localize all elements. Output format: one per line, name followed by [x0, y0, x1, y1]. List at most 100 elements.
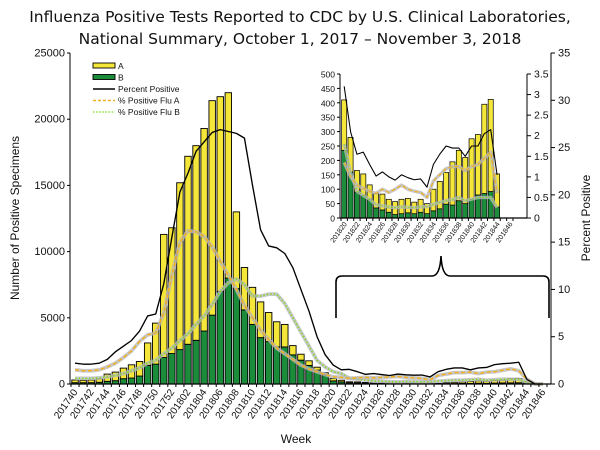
- bar-b-201751: [160, 357, 168, 385]
- bar-a-201835: [436, 181, 443, 210]
- bar-b-201834: [430, 210, 437, 219]
- y2-tick-label-2.5: 2.5: [534, 110, 549, 122]
- y-tick-label-20000: 20000: [34, 114, 65, 126]
- bar-a-201741: [79, 379, 87, 384]
- bar-a-201823: [353, 381, 362, 384]
- bar-b-201748: [135, 375, 144, 385]
- bar-b-201820: [341, 149, 348, 219]
- line-percent-positive: [74, 128, 543, 385]
- y-tick-label-300: 300: [321, 127, 335, 137]
- bar-b-201830: [404, 212, 411, 219]
- y-tick-label-0: 0: [330, 214, 335, 224]
- bar-b-201833: [424, 213, 430, 219]
- bar-b-201825: [373, 207, 379, 219]
- chart-title-line-2: National Summary, October 1, 2017 – Nove…: [78, 30, 522, 48]
- line-pct-flu-b: [343, 143, 498, 209]
- bar-b-201750: [152, 363, 160, 385]
- line-pct-flu-a: [74, 230, 543, 385]
- y2-tick-label-1.5: 1.5: [534, 151, 549, 163]
- bar-a-201805: [208, 100, 216, 316]
- bar-b-201822: [354, 191, 360, 219]
- bar-a-201842: [481, 103, 488, 194]
- bar-a-201826: [379, 193, 386, 211]
- bar-b-201811: [256, 337, 265, 385]
- bar-b-201802: [184, 343, 192, 385]
- y-axis-label: Number of Positive Specimens: [8, 136, 22, 300]
- legend-label-4: % Positive Flu B: [118, 107, 180, 117]
- bar-a-201821: [337, 379, 345, 383]
- bar-b-201827: [385, 211, 392, 219]
- bar-a-201838: [455, 149, 462, 202]
- bar-b-201837: [449, 204, 456, 219]
- y-tick-label-450: 450: [321, 84, 335, 94]
- y2-tick-label-0: 0: [558, 379, 564, 391]
- y-tick-label-100: 100: [321, 185, 335, 195]
- zoom-bracket: [335, 255, 550, 318]
- bar-b-201826: [379, 209, 386, 219]
- bar-b-201805: [208, 314, 216, 385]
- line-pct-flu-a: [343, 151, 498, 199]
- y2-tick-label-0.5: 0.5: [534, 192, 549, 204]
- y-tick-label-500: 500: [321, 70, 335, 80]
- y2-tick-label-35: 35: [558, 48, 570, 60]
- bar-a-201836: [443, 172, 450, 205]
- bar-b-201844: [494, 206, 500, 219]
- y2-tick-label-20: 20: [558, 189, 570, 201]
- bar-a-201803: [192, 145, 200, 341]
- y-tick-label-15000: 15000: [34, 180, 65, 192]
- bar-b-201810: [248, 323, 257, 385]
- bar-a-201814: [281, 323, 289, 348]
- y2-tick-label-15: 15: [558, 237, 570, 249]
- y2-tick-label-30: 30: [558, 95, 570, 107]
- bar-a-201822: [345, 381, 354, 384]
- y2-axis-label: Percent Positive: [579, 174, 593, 261]
- chart-title: Influenza Positive Tests Reported to CDC…: [0, 6, 600, 50]
- line-pct-flu-b: [75, 278, 543, 385]
- bar-b-201831: [411, 213, 418, 219]
- y2-tick-label-10: 10: [558, 284, 570, 296]
- bar-a-201820: [341, 99, 348, 151]
- y-tick-label-150: 150: [321, 170, 335, 180]
- line-percent-positive: [343, 86, 498, 188]
- y2-tick-label-1: 1: [534, 171, 540, 183]
- bar-b-201836: [443, 203, 450, 219]
- bar-a-201834: [430, 188, 437, 212]
- bar-b-201813: [273, 346, 281, 385]
- legend-label-1: B: [118, 73, 124, 83]
- bar-b-201839: [462, 203, 469, 219]
- bar-b-201832: [417, 211, 424, 219]
- y2-tick-label-3: 3: [534, 89, 540, 101]
- bar-a-201749: [143, 342, 152, 366]
- y-tick-label-50: 50: [326, 199, 336, 209]
- legend-label-2: Percent Positive: [118, 84, 180, 94]
- bar-a-201820: [329, 378, 337, 382]
- y2-tick-label-5: 5: [558, 331, 564, 343]
- x-axis-label: Week: [281, 432, 312, 446]
- bar-b-201807: [224, 277, 232, 385]
- bar-b-201747: [127, 377, 136, 385]
- y-tick-label-5000: 5000: [41, 312, 65, 324]
- y2-tick-label-2: 2: [534, 130, 540, 142]
- y-tick-label-400: 400: [321, 98, 335, 108]
- bar-a-201804: [200, 128, 208, 332]
- bar-b-201829: [398, 213, 405, 219]
- bar-b-201838: [455, 200, 462, 219]
- legend-label-0: A: [118, 61, 124, 71]
- bar-b-201801: [176, 349, 184, 385]
- bar-a-201740: [71, 379, 79, 384]
- bar-a-201839: [462, 157, 469, 204]
- bar-b-201752: [168, 353, 176, 385]
- bar-a-201807: [224, 92, 232, 279]
- bar-a-201742: [87, 379, 95, 384]
- bar-b-201812: [264, 341, 273, 385]
- bar-a-201817: [305, 360, 313, 366]
- bar-b-201808: [232, 288, 241, 385]
- bar-a-201802: [184, 155, 192, 345]
- y-tick-label-200: 200: [321, 156, 335, 166]
- bar-b-201835: [436, 208, 443, 219]
- bar-b-201809: [240, 309, 249, 385]
- y-tick-label-10000: 10000: [34, 246, 65, 258]
- bar-b-201806: [216, 290, 224, 385]
